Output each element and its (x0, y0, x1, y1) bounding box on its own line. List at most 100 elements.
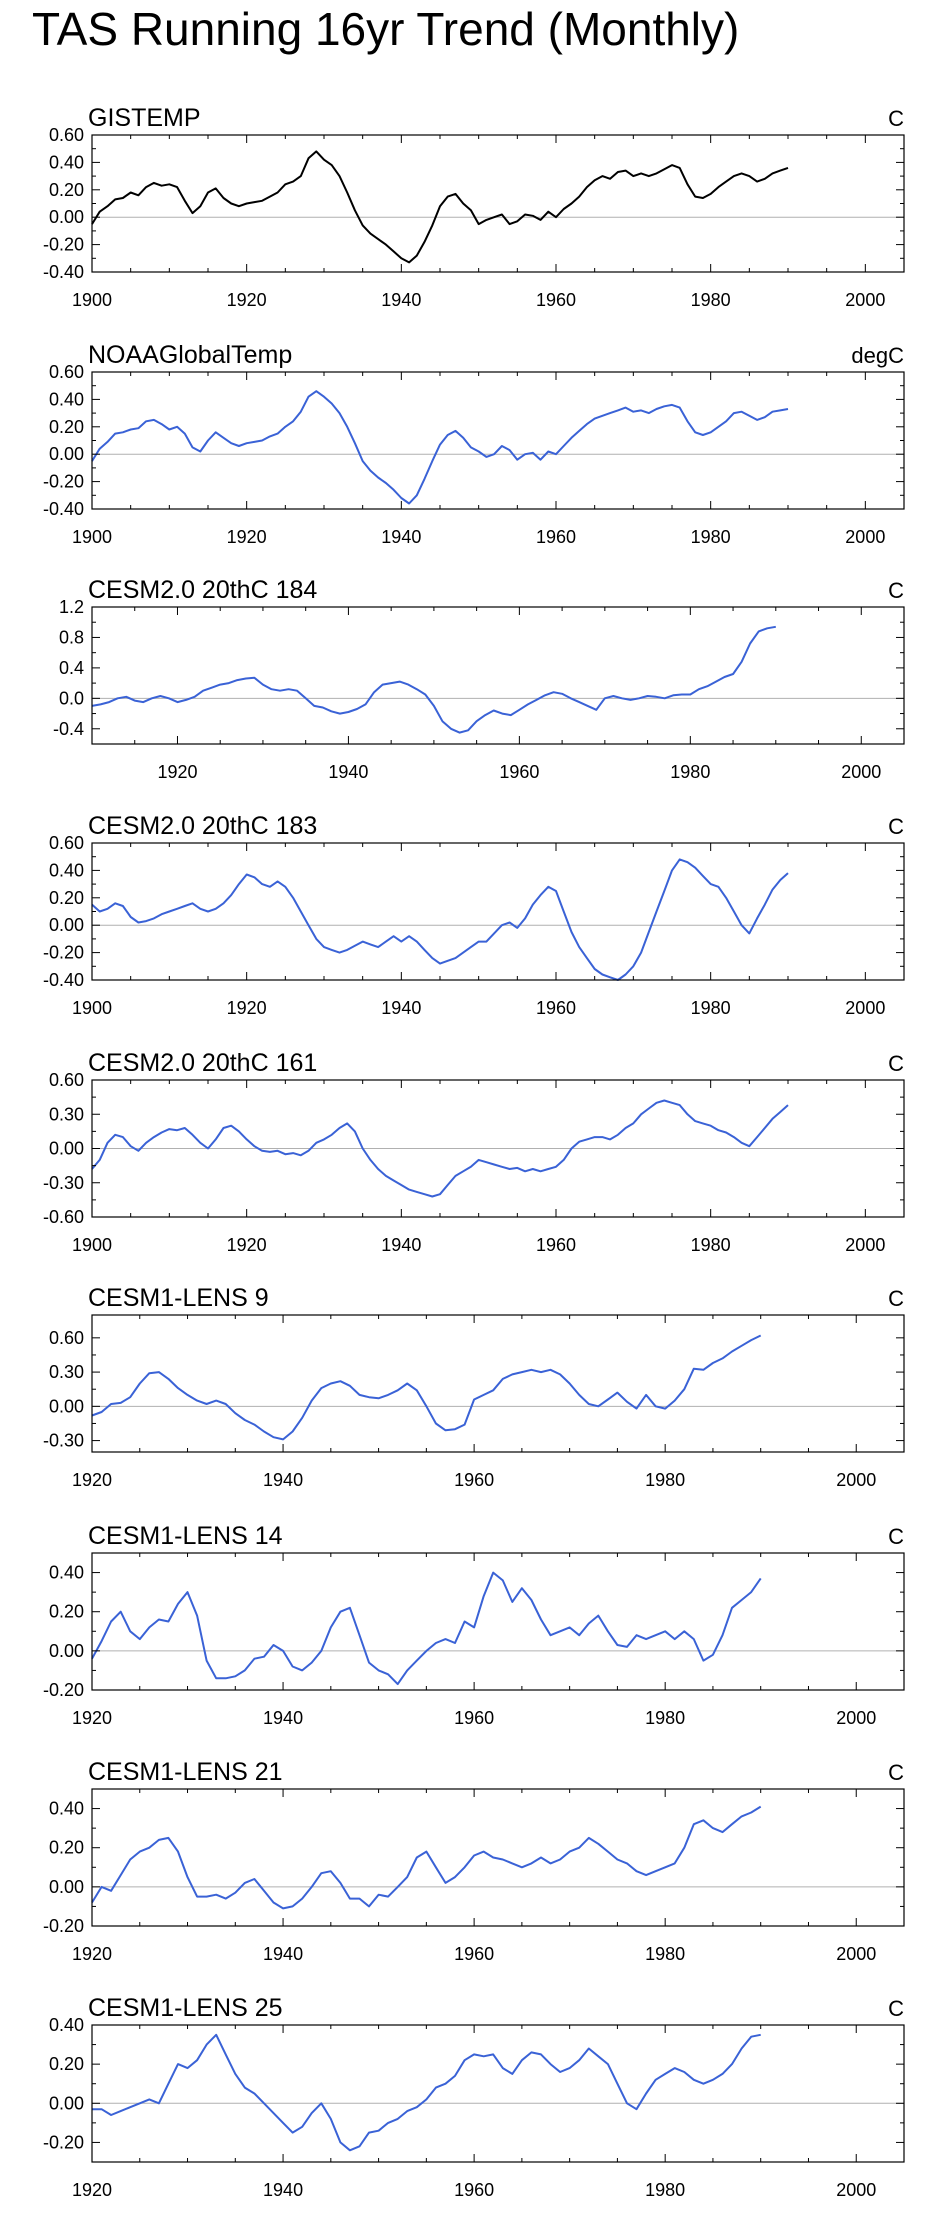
panel-title: CESM1-LENS 21 (88, 1758, 283, 1786)
y-tick-label: 0.40 (49, 1563, 84, 1583)
chart-panel: -0.40 -0.20 0.00 0.20 0.40 0.60 1900 1920 1940 19… (43, 341, 905, 547)
chart-panel: -0.20 0.00 0.20 0.40 1920 1940 1960 1980 2000 CES… (43, 1522, 905, 1728)
y-tick-label: -0.40 (43, 499, 84, 519)
y-tick-label: -0.40 (43, 262, 84, 282)
panel-title: CESM2.0 20thC 183 (88, 812, 317, 840)
series-line (91, 1099, 789, 1198)
y-tick-label: 0.20 (49, 2054, 84, 2074)
panel-units: C (888, 1524, 904, 1549)
y-tick-label: -0.20 (43, 1680, 84, 1700)
y-tick-label: 0.4 (59, 658, 84, 678)
y-tick-label: -0.40 (43, 970, 84, 990)
panel-title: CESM1-LENS 9 (88, 1284, 269, 1312)
x-tick-label: 1920 (227, 527, 267, 547)
x-tick-label: 2000 (836, 1470, 876, 1490)
x-tick-label: 1960 (454, 1470, 494, 1490)
y-tick-label: 0.00 (49, 2093, 84, 2113)
y-tick-label: 0.60 (49, 833, 84, 853)
series-line (91, 625, 776, 734)
y-tick-label: 0.00 (49, 1396, 84, 1416)
y-tick-label: -0.30 (43, 1173, 84, 1193)
y-tick-label: 0.40 (49, 860, 84, 880)
plot-frame (91, 1314, 905, 1453)
y-tick-label: -0.20 (43, 1916, 84, 1936)
plot-frame (91, 1788, 905, 1927)
chart-panel: -0.30 0.00 0.30 0.60 1920 1940 1960 1980 2000 CES… (43, 1284, 905, 1490)
panel-units: C (888, 1051, 904, 1076)
y-tick-label: 0.00 (49, 1641, 84, 1661)
x-tick-label: 1940 (263, 1944, 303, 1964)
y-tick-label: 0.20 (49, 1838, 84, 1858)
x-tick-label: 2000 (845, 1235, 885, 1255)
x-tick-label: 2000 (845, 527, 885, 547)
y-tick-label: -0.20 (43, 2132, 84, 2152)
x-tick-label: 2000 (836, 1944, 876, 1964)
panel-units: C (888, 814, 904, 839)
x-tick-label: 1980 (645, 1470, 685, 1490)
series-line (91, 150, 789, 264)
x-tick-label: 1920 (72, 1944, 112, 1964)
x-tick-label: 1980 (645, 1944, 685, 1964)
x-tick-label: 1960 (536, 290, 576, 310)
panel-title: CESM1-LENS 25 (88, 1994, 283, 2022)
y-tick-label: 0.0 (59, 688, 84, 708)
x-tick-label: 1980 (645, 2180, 685, 2200)
plot-frame (91, 1552, 905, 1691)
x-tick-label: 1940 (328, 762, 368, 782)
panel-units: C (888, 1760, 904, 1785)
chart-panel: -0.4 0.0 0.4 0.8 1.2 1920 1940 1960 1980 2000 CESM… (53, 576, 905, 782)
panel-title: CESM2.0 20thC 161 (88, 1049, 317, 1077)
x-tick-label: 1940 (381, 998, 421, 1018)
page-title: TAS Running 16yr Trend (Monthly) (32, 3, 740, 55)
plot-frame (91, 606, 905, 745)
y-tick-label: 0.30 (49, 1362, 84, 1382)
x-tick-label: 1960 (454, 1708, 494, 1728)
y-tick-label: -0.20 (43, 943, 84, 963)
y-tick-label: 0.40 (49, 2015, 84, 2035)
x-tick-label: 2000 (841, 762, 881, 782)
y-tick-label: 0.60 (49, 1070, 84, 1090)
panel-units: C (888, 106, 904, 131)
plot-frame (91, 842, 905, 981)
plot-frame (91, 134, 905, 273)
x-tick-label: 1900 (72, 527, 112, 547)
chart-panel: -0.20 0.00 0.20 0.40 1920 1940 1960 1980 2000 CES… (43, 1994, 905, 2200)
panel-title: NOAAGlobalTemp (88, 341, 292, 369)
y-tick-label: 0.00 (49, 207, 84, 227)
chart-panel: -0.20 0.00 0.20 0.40 1920 1940 1960 1980 2000 CES… (43, 1758, 905, 1964)
x-tick-label: 1920 (72, 2180, 112, 2200)
plot-frame (91, 371, 905, 510)
x-tick-label: 1920 (72, 1470, 112, 1490)
x-tick-label: 1960 (536, 1235, 576, 1255)
panel-title: CESM2.0 20thC 184 (88, 576, 317, 604)
x-tick-label: 1940 (263, 2180, 303, 2200)
y-tick-label: 0.8 (59, 627, 84, 647)
series-line (92, 2033, 761, 2152)
x-tick-label: 1920 (227, 290, 267, 310)
x-tick-label: 1980 (691, 290, 731, 310)
x-tick-label: 1960 (536, 998, 576, 1018)
y-tick-label: 0.30 (49, 1104, 84, 1124)
x-tick-label: 1980 (691, 527, 731, 547)
x-tick-label: 1940 (263, 1708, 303, 1728)
x-tick-label: 1940 (263, 1470, 303, 1490)
y-tick-label: 0.00 (49, 1877, 84, 1897)
panel-units: degC (851, 343, 904, 368)
y-tick-label: 0.20 (49, 888, 84, 908)
chart-panel: -0.40 -0.20 0.00 0.20 0.40 0.60 1900 1920 1940 19… (43, 104, 905, 310)
panel-title: GISTEMP (88, 104, 201, 132)
x-tick-label: 1920 (227, 1235, 267, 1255)
y-tick-label: -0.20 (43, 235, 84, 255)
series-line (91, 858, 789, 981)
x-tick-label: 2000 (836, 1708, 876, 1728)
panel-units: C (888, 1286, 904, 1311)
y-tick-label: 0.40 (49, 389, 84, 409)
panel-units: C (888, 1996, 904, 2021)
chart-panel: -0.60 -0.30 0.00 0.30 0.60 1900 1920 1940 1960 19… (43, 1049, 905, 1255)
x-tick-label: 2000 (836, 2180, 876, 2200)
y-tick-label: 0.20 (49, 1602, 84, 1622)
series-line (91, 390, 789, 505)
y-tick-label: 0.60 (49, 125, 84, 145)
x-tick-label: 1960 (454, 2180, 494, 2200)
